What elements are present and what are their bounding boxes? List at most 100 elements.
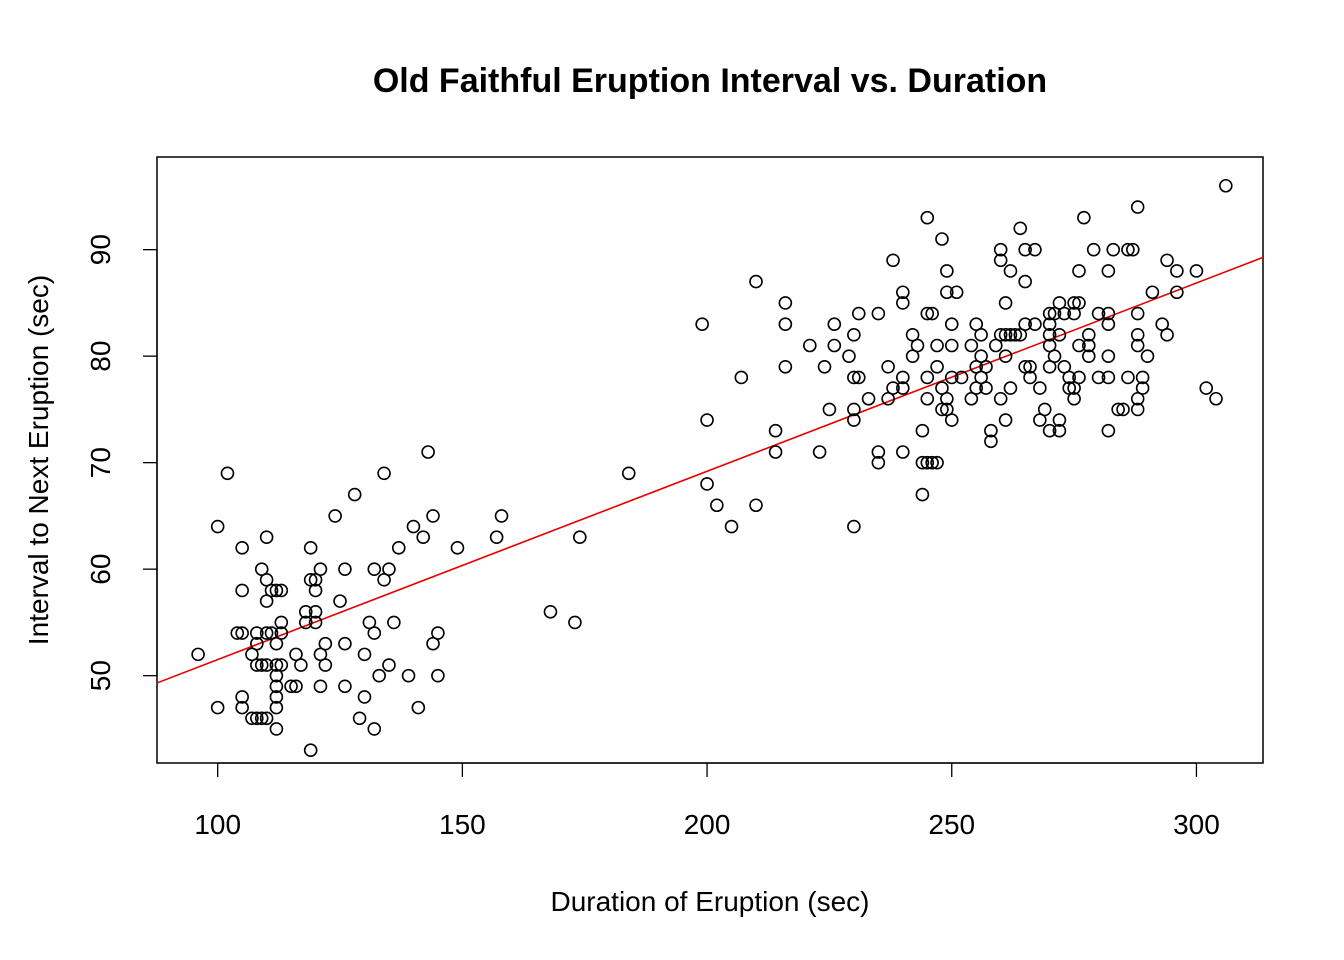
data-point [993,253,1008,268]
data-point [1013,221,1028,236]
data-point [886,381,900,395]
y-tick-label: 60 [85,554,116,585]
data-point [1140,349,1155,363]
data-point [1121,242,1135,257]
data-point [250,711,264,726]
data-point [944,413,959,427]
y-tick-label: 50 [85,660,116,691]
data-point [812,445,827,459]
data-point [1170,285,1184,300]
data-point [851,306,866,321]
data-point [1130,328,1145,342]
data-point [1018,242,1032,257]
x-axis: 100 150 200 250 300 [194,762,1220,840]
data-point [896,296,910,310]
data-point [1042,328,1057,342]
data-point [861,391,876,406]
data-point [1086,242,1101,257]
data-point [998,328,1013,342]
data-point [822,402,837,417]
data-point [1072,296,1086,310]
points-layer [191,178,1233,758]
data-point [1199,381,1214,395]
data-point [421,445,435,459]
data-point [191,647,205,662]
data-point [778,360,793,374]
data-point [1121,370,1135,385]
data-point [881,360,895,374]
x-tick-label: 150 [439,809,486,840]
data-point [259,530,274,545]
data-point [250,658,264,672]
data-point [269,583,284,598]
data-point [298,604,313,619]
data-point [313,562,328,576]
data-point [269,679,284,694]
data-point [1130,338,1145,353]
data-point [920,306,935,321]
data-point [274,658,289,672]
data-point [254,658,269,672]
data-point [998,413,1013,427]
data-point [1160,253,1174,268]
data-point [1023,360,1037,374]
data-point [1028,242,1042,257]
data-point [1033,381,1047,395]
data-point [871,455,886,470]
data-point [944,317,959,332]
data-point [940,391,954,406]
data-point [328,509,342,523]
x-tick-label: 100 [194,809,241,840]
data-point [847,402,861,417]
data-point [411,700,426,715]
data-point [401,668,416,683]
data-point [871,306,886,321]
data-point [984,434,998,449]
plot-frame [156,156,1264,764]
data-point [303,541,318,555]
data-point [964,338,979,353]
data-point [431,668,445,683]
data-point [871,445,886,459]
data-point [1209,391,1223,406]
data-point [1037,402,1052,417]
data-point [382,562,396,576]
data-point [210,519,225,534]
data-point [915,455,930,470]
data-point [1101,317,1116,332]
data-point [935,232,949,246]
data-point [357,647,372,662]
data-point [1072,338,1086,353]
data-point [259,658,274,672]
data-point [984,423,998,438]
data-point [930,455,944,470]
y-tick-label: 90 [85,234,116,265]
data-point [489,530,504,545]
data-point [235,700,249,715]
data-point [847,370,861,385]
data-point [768,423,783,438]
data-point [568,615,582,630]
data-point [949,285,964,300]
data-point [998,349,1013,363]
data-point [1003,381,1018,395]
data-point [543,604,558,619]
data-point [778,296,793,310]
data-point [1106,242,1121,257]
data-point [817,360,832,374]
data-point [1189,264,1204,278]
x-tick-label: 300 [1173,809,1220,840]
y-tick-label: 80 [85,341,116,372]
data-point [915,423,930,438]
data-point [1130,402,1145,417]
data-point [724,519,739,534]
data-point [264,583,279,598]
data-point [979,381,993,395]
data-point [749,274,763,289]
data-point [1018,317,1032,332]
data-point [1052,423,1067,438]
data-point [1052,328,1067,342]
data-point [768,445,783,459]
y-axis-label: Interval to Next Eruption (sec) [23,275,54,645]
data-point [250,636,264,651]
